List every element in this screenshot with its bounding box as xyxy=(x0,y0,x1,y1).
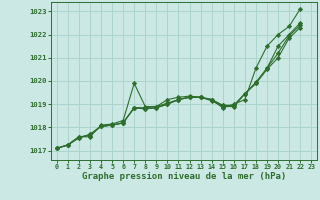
X-axis label: Graphe pression niveau de la mer (hPa): Graphe pression niveau de la mer (hPa) xyxy=(82,172,286,181)
